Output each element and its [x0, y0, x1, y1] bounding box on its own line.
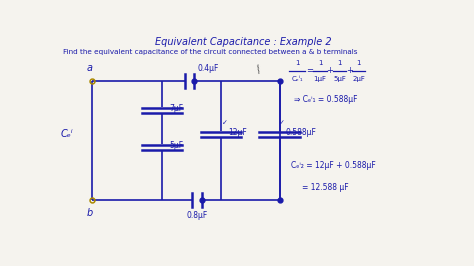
Text: 0.588μF: 0.588μF: [285, 128, 316, 137]
Text: =: =: [306, 66, 313, 75]
Text: = 12.588 μF: = 12.588 μF: [301, 183, 348, 192]
Text: ✓: ✓: [222, 120, 228, 126]
Text: +: +: [326, 66, 333, 75]
Text: 1: 1: [295, 60, 300, 66]
Text: 2μF: 2μF: [352, 76, 365, 82]
Text: b: b: [86, 208, 92, 218]
Text: 1: 1: [318, 60, 322, 66]
Text: +: +: [346, 66, 353, 75]
Text: Cₑⁱ: Cₑⁱ: [61, 129, 74, 139]
Text: 5μF: 5μF: [170, 141, 183, 150]
Text: 5μF: 5μF: [333, 76, 346, 82]
Text: Cₑⁱ₁: Cₑⁱ₁: [292, 76, 303, 82]
Text: a: a: [86, 63, 92, 73]
Text: 0.4μF: 0.4μF: [197, 64, 219, 73]
Text: /: /: [255, 64, 263, 75]
Text: Cₑⁱ₂ = 12μF + 0.588μF: Cₑⁱ₂ = 12μF + 0.588μF: [291, 161, 375, 169]
Text: ✓: ✓: [279, 120, 284, 126]
Text: ⇒ Cₑⁱ₁ = 0.588μF: ⇒ Cₑⁱ₁ = 0.588μF: [293, 95, 357, 104]
Text: 12μF: 12μF: [228, 128, 247, 137]
Text: Find the equivalent capacitance of the circuit connected between a & b terminals: Find the equivalent capacitance of the c…: [63, 49, 357, 55]
Text: 0.8μF: 0.8μF: [186, 211, 208, 220]
Text: Equivalent Capacitance : Example 2: Equivalent Capacitance : Example 2: [155, 37, 331, 47]
Text: 1: 1: [337, 60, 342, 66]
Text: 1: 1: [356, 60, 361, 66]
Text: 1μF: 1μF: [314, 76, 327, 82]
Text: 7μF: 7μF: [170, 104, 183, 113]
